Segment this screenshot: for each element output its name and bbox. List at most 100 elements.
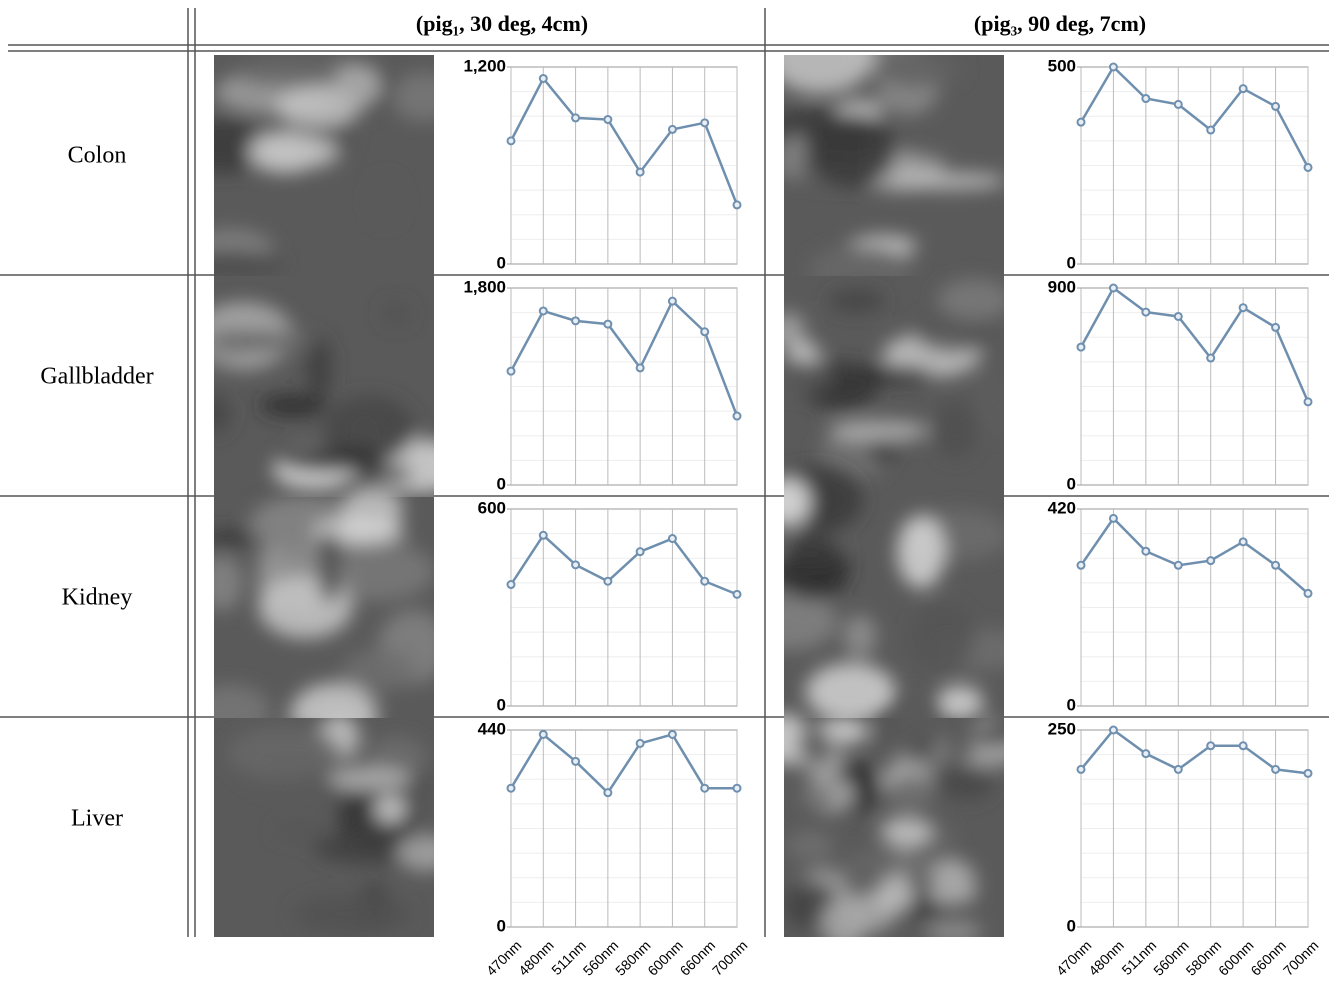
data-point: [1272, 766, 1279, 773]
data-point: [637, 740, 644, 747]
row-label: Liver: [71, 806, 123, 832]
texture-spot: [897, 515, 945, 588]
data-point: [1078, 766, 1085, 773]
data-point: [540, 731, 547, 738]
data-point: [1078, 344, 1085, 351]
x-tick-label: 600nm: [644, 937, 686, 979]
texture-spot: [892, 172, 1007, 189]
texture-spot: [370, 177, 402, 223]
texture-spot: [936, 686, 983, 720]
texture-spot: [391, 72, 457, 121]
texture-spot: [334, 64, 380, 107]
line-chart: 0440470nm480nm511nm560nm580nm600nm660nm7…: [478, 719, 751, 978]
texture-spot: [764, 477, 811, 527]
x-tick-label: 470nm: [483, 937, 525, 979]
x-tick-label: 600nm: [1215, 937, 1257, 979]
data-point: [669, 126, 676, 133]
texture-spot: [278, 447, 386, 472]
data-point: [1175, 562, 1182, 569]
y-tick-label: 500: [1048, 56, 1076, 75]
data-point: [637, 364, 644, 371]
column-header: (pig₁, 30 deg, 4cm): [416, 11, 588, 36]
data-point: [572, 561, 579, 568]
data-point: [701, 578, 708, 585]
y-tick-label: 1,200: [463, 56, 506, 75]
data-point: [1207, 355, 1214, 362]
x-tick-label: 660nm: [677, 937, 719, 979]
data-point: [540, 75, 547, 82]
data-point: [540, 307, 547, 314]
y-tick-label: 0: [1067, 474, 1076, 493]
row-label: Kidney: [62, 585, 133, 611]
texture-spot: [898, 694, 930, 744]
data-point: [508, 785, 515, 792]
data-point: [1142, 548, 1149, 555]
line-chart: 0500: [1048, 56, 1312, 272]
texture-spot: [775, 538, 850, 600]
texture-spot: [934, 399, 978, 459]
data-point: [1240, 742, 1247, 749]
data-point: [1207, 127, 1214, 134]
texture-spot: [806, 114, 897, 188]
y-tick-label: 250: [1048, 719, 1076, 738]
texture-spot: [227, 727, 343, 780]
line-chart: 0250470nm480nm511nm560nm580nm600nm660nm7…: [1048, 719, 1322, 978]
data-point: [1110, 285, 1117, 292]
texture-spot: [913, 156, 946, 172]
data-point: [1305, 164, 1312, 171]
texture-spot: [764, 466, 863, 534]
data-point: [1272, 562, 1279, 569]
y-tick-label: 0: [1067, 695, 1076, 714]
texture-spot: [743, 593, 838, 651]
texture-spot: [202, 529, 256, 547]
texture-spot: [876, 876, 915, 912]
data-point: [572, 317, 579, 324]
x-tick-label: 511nm: [1118, 937, 1159, 978]
texture-spot: [963, 750, 1014, 767]
texture-spot: [165, 251, 286, 274]
texture-spot: [880, 818, 931, 847]
data-point: [1305, 398, 1312, 405]
texture-spot: [800, 785, 833, 810]
texture-spot: [876, 50, 963, 88]
column-header: (pig₃, 90 deg, 7cm): [974, 11, 1146, 36]
data-point: [1207, 557, 1214, 564]
data-point: [540, 532, 547, 539]
texture-spot: [198, 394, 231, 434]
data-point: [1110, 515, 1117, 522]
texture-spot: [767, 18, 875, 94]
x-tick-label: 580nm: [1183, 937, 1225, 979]
texture-spot: [374, 795, 407, 824]
y-tick-label: 1,800: [463, 277, 506, 296]
x-tick-label: 660nm: [1247, 937, 1289, 979]
data-point: [604, 321, 611, 328]
y-tick-label: 0: [497, 695, 506, 714]
texture-spot: [259, 395, 327, 416]
image-column: [165, 55, 468, 939]
texture-spot: [854, 365, 933, 382]
data-point: [637, 548, 644, 555]
texture-spot: [317, 530, 343, 604]
row-label: Colon: [68, 143, 127, 169]
texture-spot: [944, 765, 993, 800]
data-point: [1240, 304, 1247, 311]
page: (pig₁, 30 deg, 4cm) (pig₃, 90 deg, 7cm) …: [0, 0, 1329, 992]
y-tick-label: 0: [497, 916, 506, 935]
data-point: [701, 785, 708, 792]
texture-spot: [801, 729, 836, 768]
data-point: [508, 368, 515, 375]
texture-spot: [843, 615, 876, 658]
line-chart: 0900: [1048, 277, 1312, 493]
data-point: [734, 785, 741, 792]
line-chart: 0600: [478, 498, 741, 714]
texture-spot: [929, 870, 978, 891]
x-tick-label: 480nm: [1085, 937, 1127, 979]
texture-spot: [786, 830, 833, 861]
y-tick-label: 0: [497, 474, 506, 493]
image-column: [736, 18, 1039, 949]
data-point: [508, 137, 515, 144]
data-point: [1078, 562, 1085, 569]
data-point: [572, 114, 579, 121]
data-point: [604, 116, 611, 123]
